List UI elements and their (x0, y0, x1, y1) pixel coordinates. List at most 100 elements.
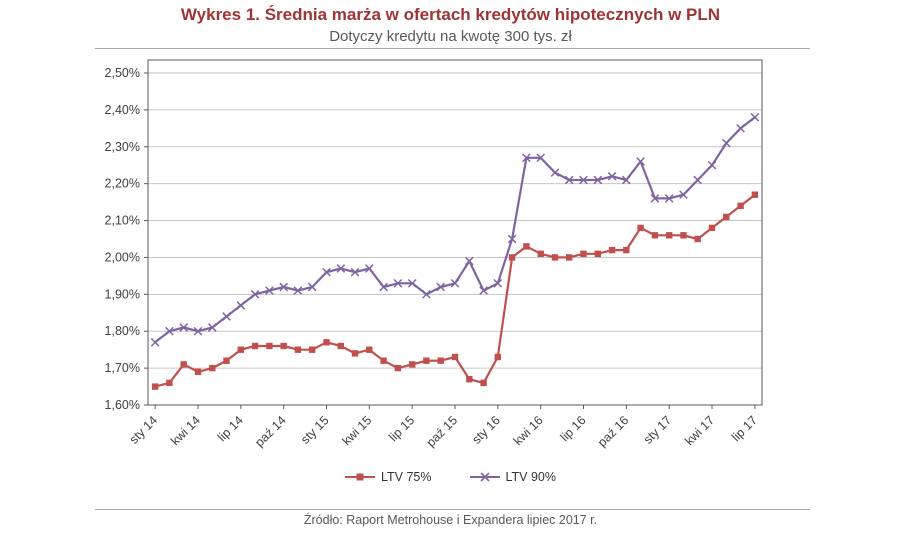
series-0-data-point (409, 361, 416, 368)
series-1-data-point (207, 323, 217, 332)
series-1-data-point (436, 282, 446, 292)
series-1-data-point (236, 301, 246, 310)
series-0-data-point (323, 339, 330, 346)
line-chart: 1,60% 1,70% 1,80% 1,90% 2,00% 2,10% 2,20% 2,30%… (105, 59, 763, 450)
series-1-data-point (507, 234, 517, 244)
series-0-data-point (723, 213, 730, 221)
series-0-data-point (623, 246, 630, 254)
x-axis-label: sty 17 (641, 413, 675, 447)
series-1-data-point (564, 175, 574, 185)
y-axis-label: 1,80% (105, 324, 140, 338)
x-axis-label: lip 17 (729, 413, 760, 444)
chart-title: Wykres 1. Średnia marża w ofertach kredy… (180, 5, 721, 24)
series-1-data-point (493, 278, 503, 288)
series-1-data-point (536, 153, 546, 163)
series-1-data-point (307, 282, 317, 292)
series-0-data-point (594, 250, 601, 257)
series-0-data-point (580, 250, 587, 257)
series-0-data-point (223, 357, 230, 364)
series-1-data-point (407, 278, 417, 288)
series-0-data-point (251, 342, 259, 350)
series-0-data-point (537, 250, 544, 257)
series-1-data-point (350, 267, 360, 277)
series-1-data-point (679, 190, 688, 200)
series-0-data-point (708, 224, 716, 232)
x-axis-label: paź 14 (252, 413, 288, 449)
series-0-data-point (608, 246, 616, 254)
series-1-data-point (364, 264, 374, 273)
y-axis-label: 2,30% (105, 140, 140, 154)
legend-item-ltv-90: LTV 90% (469, 470, 557, 484)
series-0-data-point (751, 191, 759, 198)
series-1-data-point (193, 326, 203, 336)
series-1-data-point (450, 278, 460, 288)
x-axis-label: kwi 17 (682, 413, 717, 448)
series-1-data-point (293, 286, 303, 295)
series-1-data-point (422, 289, 431, 299)
series-1-data-point (250, 289, 260, 299)
source-text: Źródło: Raport Metrohouse i Expandera li… (303, 513, 598, 527)
series-0-data-point (337, 342, 344, 350)
y-axis-label: 2,00% (105, 250, 140, 264)
series-0-data-point (266, 342, 273, 350)
series-1-data-point (464, 256, 474, 266)
legend-label-ltv-90: LTV 90% (505, 470, 557, 484)
series-1-data-point (579, 175, 588, 185)
chart-subtitle: Dotyczy kredytu na kwotę 300 tys. zł (329, 28, 572, 45)
series-1-data-point (736, 123, 745, 133)
series-1-data-point (650, 194, 660, 203)
y-axis-label: 1,60% (105, 398, 140, 412)
series-1-data-point (664, 194, 674, 203)
series-0-data-point (651, 232, 659, 239)
series-1-line (154, 116, 756, 344)
series-1-data-point (379, 282, 388, 292)
series-0-data-point (180, 361, 187, 368)
series-0-data-point (351, 350, 359, 357)
series-1-data-point (636, 157, 645, 166)
chart-legend: LTV 75% LTV 90% (0, 470, 901, 484)
series-0-data-point (480, 379, 487, 387)
series-1-data-point (607, 171, 617, 181)
x-axis-label: lip 15 (386, 413, 417, 444)
series-1-data-point (165, 326, 174, 336)
series-0-data-point (209, 364, 216, 372)
y-axis-label: 2,50% (105, 66, 140, 80)
series-0-data-point (237, 346, 244, 353)
series-1-data-point (621, 175, 631, 185)
series-1-data-point (750, 112, 760, 122)
x-axis-label: lip 14 (215, 413, 246, 444)
y-axis-label: 1,90% (105, 287, 140, 301)
y-axis-label: 2,20% (105, 177, 140, 191)
series-1-data-point (522, 153, 531, 163)
series-1-data-point (721, 138, 731, 148)
series-0-data-point (166, 379, 173, 387)
legend-item-ltv-75: LTV 75% (345, 470, 432, 484)
source-divider (95, 509, 810, 510)
x-axis-label: kwi 15 (339, 413, 374, 448)
series-0-data-point (508, 254, 516, 261)
ltv-75-marker-icon (345, 473, 375, 481)
series-0-data-point (380, 357, 387, 364)
x-axis-label: kwi 16 (511, 413, 546, 448)
series-0-data-point (694, 235, 701, 243)
series-1-data-point (550, 168, 560, 177)
x-axis-label: kwi 14 (168, 413, 203, 448)
y-axis-label: 2,10% (105, 214, 140, 228)
series-0-data-point (309, 346, 316, 353)
series-1-data-point (322, 267, 331, 277)
series-0-data-point (737, 202, 744, 209)
series-0-data-point (637, 224, 644, 232)
y-axis-label: 2,40% (105, 103, 140, 117)
series-1-data-point (150, 337, 160, 347)
x-axis-label: paź 15 (424, 413, 460, 449)
series-0-data-point (566, 254, 573, 261)
y-axis-label: 1,70% (105, 361, 140, 375)
series-0-data-point (666, 232, 673, 239)
series-1-data-point (593, 175, 603, 185)
series-1-data-point (336, 264, 346, 273)
series-1-data-point (479, 286, 488, 295)
ltv-90-marker-icon (469, 472, 500, 482)
x-axis-label: sty 15 (298, 413, 332, 447)
series-0-data-point (423, 357, 430, 364)
series-0-data-point (451, 353, 459, 361)
